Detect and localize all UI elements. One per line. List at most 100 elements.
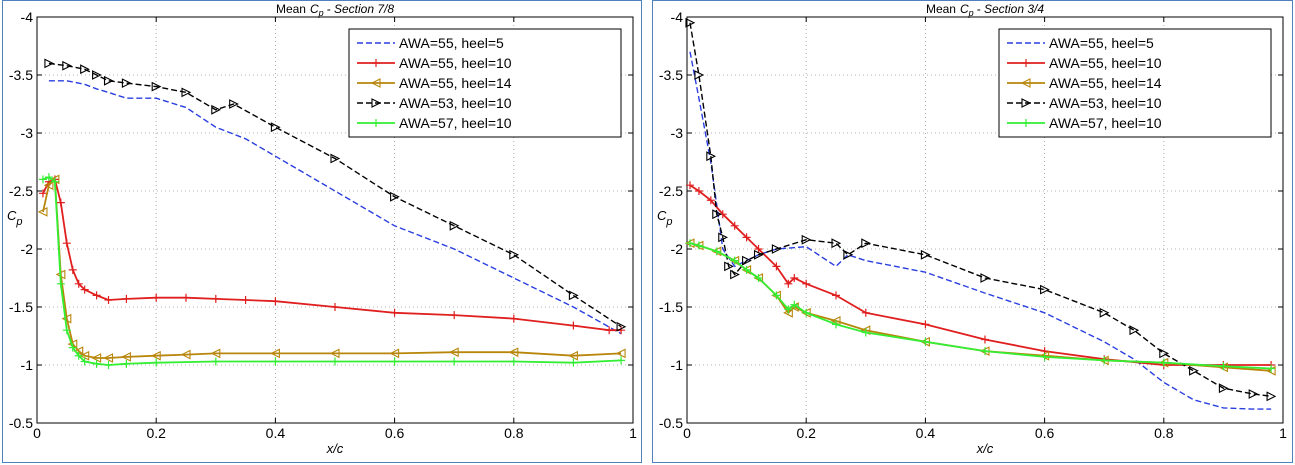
- data-point: [615, 348, 626, 359]
- y-tick-label: -1.5: [659, 299, 683, 315]
- data-point: [730, 269, 740, 280]
- title-symbol: C: [310, 2, 319, 16]
- data-point: [712, 209, 723, 220]
- y-tick-label: -3: [671, 125, 684, 141]
- data-point: [1267, 364, 1276, 373]
- data-point: [694, 70, 705, 80]
- data-point: [694, 187, 703, 195]
- series-line: [689, 184, 1272, 366]
- data-point: [270, 348, 280, 359]
- data-point: [801, 234, 812, 245]
- y-tick-label: -4: [21, 9, 34, 25]
- legend-marker: [1020, 78, 1031, 88]
- data-point: [56, 279, 65, 288]
- data-point: [921, 337, 930, 346]
- x-tick-label: 1: [1279, 425, 1287, 441]
- data-point: [330, 153, 341, 164]
- data-point: [44, 173, 53, 182]
- data-point: [790, 300, 799, 309]
- data-point: [724, 261, 734, 272]
- data-point: [180, 349, 191, 360]
- x-tick-label: 0.4: [266, 425, 286, 441]
- data-point: [509, 357, 518, 366]
- legend-marker: [371, 98, 382, 108]
- x-tick-label: 0.6: [385, 425, 405, 441]
- x-tick-label: 0.2: [796, 425, 816, 441]
- legend-marker: [372, 59, 380, 67]
- data-point: [771, 244, 782, 254]
- data-point: [921, 320, 930, 329]
- y-axis-symbol: C: [657, 208, 667, 223]
- data-point: [980, 273, 991, 283]
- data-point: [616, 321, 627, 332]
- data-point: [706, 151, 717, 162]
- data-point: [1266, 391, 1277, 402]
- x-axis-label: x/c: [326, 441, 344, 456]
- y-tick-label: -2.5: [9, 183, 33, 199]
- series-line: [42, 177, 622, 359]
- data-point: [150, 350, 161, 361]
- series-line: [42, 176, 622, 366]
- data-point: [331, 303, 339, 311]
- data-point: [617, 356, 626, 365]
- data-point: [68, 343, 77, 352]
- data-point: [80, 285, 89, 294]
- data-point: [742, 265, 751, 274]
- legend-label: AWA=53, heel=10: [399, 95, 512, 111]
- data-point: [843, 249, 854, 260]
- data-point: [1218, 383, 1229, 394]
- series-3: [44, 58, 627, 332]
- y-axis-label: Cp: [657, 208, 673, 228]
- data-point: [80, 64, 90, 75]
- data-point: [38, 189, 47, 198]
- data-point: [62, 60, 73, 71]
- data-point: [92, 70, 102, 80]
- legend-marker: [1022, 59, 1030, 67]
- data-point: [61, 313, 72, 324]
- data-point: [694, 241, 703, 250]
- data-point: [1159, 348, 1170, 359]
- legend-label: AWA=53, heel=10: [1049, 95, 1162, 111]
- title-prefix: Mean: [276, 2, 306, 16]
- data-point: [103, 353, 114, 363]
- x-tick-label: 0.6: [1035, 425, 1055, 441]
- data-point: [68, 265, 77, 274]
- data-point: [329, 348, 340, 359]
- data-point: [509, 249, 520, 260]
- data-point: [56, 198, 65, 207]
- data-point: [981, 347, 989, 356]
- data-point: [861, 308, 870, 317]
- y-tick-label: -2: [671, 241, 684, 257]
- data-point: [229, 99, 239, 109]
- data-point: [832, 320, 840, 329]
- data-point: [182, 293, 190, 302]
- legend-label: AWA=55, heel=14: [399, 75, 512, 91]
- title-subscript: p: [968, 8, 974, 18]
- chart-panel-section-3-4: 0 0.2 0.4 0.6 0.8 1 -4 -3.5 -3 -2.5 -2 -1.5 -1 -0.5 Me…: [652, 0, 1293, 463]
- data-point: [211, 357, 220, 366]
- chart-title: Mean Cp - Section 7/8: [276, 2, 394, 18]
- title-symbol: C: [960, 2, 969, 16]
- data-point: [1099, 307, 1110, 318]
- data-point: [569, 358, 578, 367]
- data-point: [152, 293, 161, 302]
- chart-section-7-8: 0 0.2 0.4 0.6 0.8 1 -4 -3.5 -3 -2.5 -2 -1.5 -1 -0.5 Me…: [7, 2, 637, 456]
- data-point: [450, 357, 459, 366]
- data-point: [211, 104, 222, 115]
- data-point: [62, 326, 71, 335]
- series-line: [48, 80, 622, 335]
- series-line: [689, 22, 1272, 397]
- legend-marker: [1021, 98, 1032, 108]
- y-tick-label: -2: [21, 241, 34, 257]
- data-point: [790, 274, 799, 282]
- data-point: [712, 247, 721, 256]
- y-axis-subscript: p: [665, 216, 672, 228]
- data-point: [121, 351, 131, 362]
- series-4: [38, 173, 626, 369]
- data-point: [1040, 284, 1050, 295]
- data-point: [50, 177, 59, 186]
- legend-label: AWA=55, heel=10: [399, 55, 512, 71]
- data-point: [861, 328, 870, 337]
- legend-label: AWA=55, heel=10: [1049, 55, 1162, 71]
- data-point: [754, 245, 763, 253]
